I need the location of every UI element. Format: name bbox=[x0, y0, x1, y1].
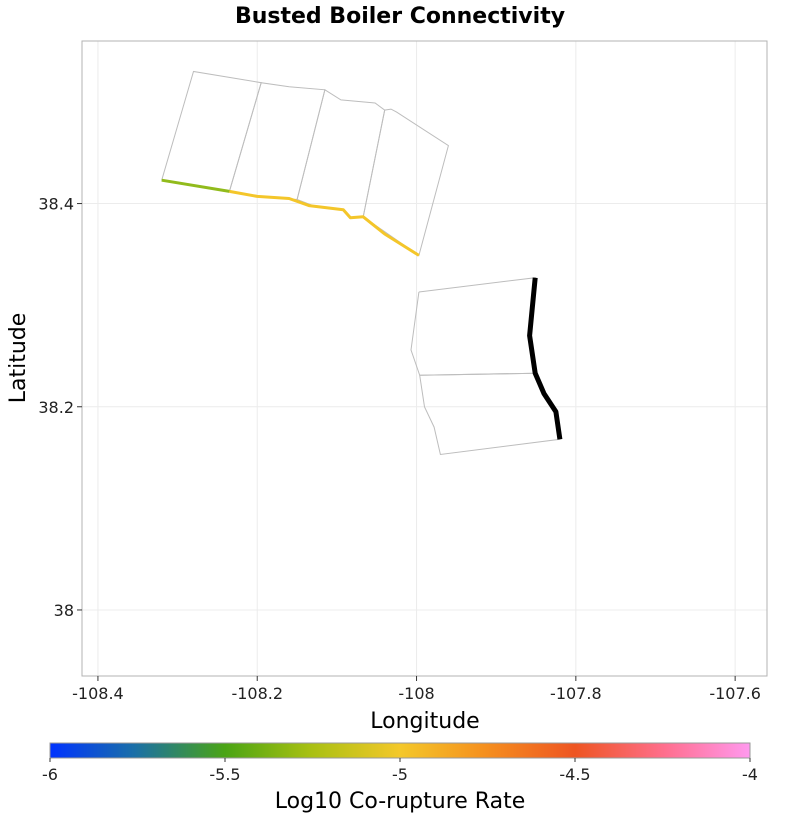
x-tick-label-1: -108.2 bbox=[231, 684, 283, 703]
plot-border bbox=[81, 40, 768, 677]
x-axis-ticks: -108.4 -108.2 -108 -107.8 -107.6 bbox=[72, 676, 761, 703]
trace-north-b bbox=[229, 189, 420, 257]
fault-outlines bbox=[161, 70, 561, 456]
outline-north-section-3 bbox=[296, 89, 386, 219]
outline-south-section-1 bbox=[410, 277, 537, 376]
x-tick-label-4: -107.6 bbox=[709, 684, 761, 703]
y-tick-label-0: 38 bbox=[54, 601, 74, 620]
y-axis-ticks: 38 38.2 38.4 bbox=[38, 195, 82, 620]
outline-north-section-2 bbox=[228, 82, 326, 201]
colorbar-label: Log10 Co-rupture Rate bbox=[275, 789, 526, 814]
y-tick-label-2: 38.4 bbox=[38, 195, 74, 214]
outline-north-section-1 bbox=[161, 70, 262, 192]
x-tick-label-2: -108 bbox=[398, 684, 434, 703]
chart-title: Busted Boiler Connectivity bbox=[235, 4, 565, 29]
fault-traces bbox=[161, 178, 563, 440]
y-tick-label-1: 38.2 bbox=[38, 398, 74, 417]
colorbar-tick-label-2: -5 bbox=[392, 765, 408, 784]
x-axis-label: Longitude bbox=[370, 709, 479, 734]
colorbar-tick-label-4: -4 bbox=[742, 765, 758, 784]
colorbar-tick-label-3: -4.5 bbox=[559, 765, 590, 784]
grid-lines bbox=[82, 41, 767, 676]
x-tick-label-3: -107.8 bbox=[550, 684, 602, 703]
colorbar bbox=[49, 742, 751, 759]
y-axis-label: Latitude bbox=[6, 313, 31, 404]
colorbar-tick-label-1: -5.5 bbox=[209, 765, 240, 784]
x-tick-label-0: -108.4 bbox=[72, 684, 124, 703]
trace-north-a bbox=[161, 178, 230, 193]
outline-north-section-4 bbox=[362, 108, 449, 257]
colorbar-tick-label-0: -6 bbox=[42, 765, 58, 784]
trace-south-source bbox=[527, 277, 563, 440]
colorbar-ticks: -6 -5.5 -5 -4.5 -4 bbox=[42, 758, 758, 784]
